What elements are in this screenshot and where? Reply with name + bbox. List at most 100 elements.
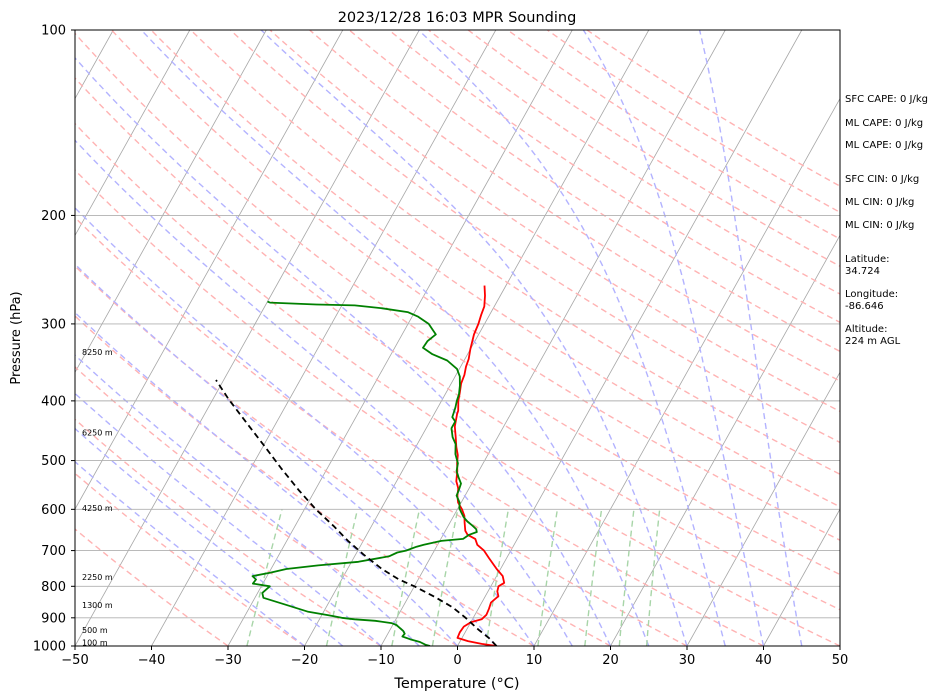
annotation-text: ML CIN: 0 J/kg <box>845 197 914 208</box>
parcel-line <box>215 379 498 646</box>
y-tick-label: 500 <box>41 454 66 469</box>
annotation-text: SFC CIN: 0 J/kg <box>845 174 919 185</box>
height-label: 2250 m <box>82 573 113 582</box>
annotation-text: -86.646 <box>845 301 884 312</box>
y-tick-label: 700 <box>41 544 66 559</box>
mixing-ratio-line <box>584 509 603 646</box>
annotation-text: Latitude: <box>845 254 890 265</box>
annotation-text: ML CAPE: 0 J/kg <box>845 140 923 151</box>
annotation-text: ML CIN: 0 J/kg <box>845 220 914 231</box>
x-axis-label: Temperature (°C) <box>393 676 519 692</box>
moist-adiabat-line <box>698 30 803 646</box>
moist-adiabat-line <box>582 30 765 646</box>
isotherm-line <box>686 371 840 646</box>
y-tick-label: 900 <box>41 611 66 626</box>
y-tick-label: 200 <box>41 209 66 224</box>
isotherm-line <box>75 30 267 374</box>
moist-adiabat-line <box>75 56 612 646</box>
y-tick-label: 100 <box>41 24 66 39</box>
height-label: 4250 m <box>82 504 113 513</box>
x-tick-label: −40 <box>138 653 165 668</box>
isotherm-line <box>227 30 573 646</box>
isotherm-line <box>533 97 840 646</box>
moist-adiabat-line <box>260 30 688 646</box>
plot-frame <box>74 29 841 647</box>
dry-adiabat-line <box>75 122 840 646</box>
isotherm-line <box>75 30 191 237</box>
y-tick-label: 800 <box>41 580 66 595</box>
isotherm-line <box>380 30 726 646</box>
height-label: 100 m <box>82 638 108 647</box>
height-labels: 100 m 500 m 1300 m 2250 m 4250 m 6250 m 8250 m <box>82 348 113 647</box>
background-lines <box>75 30 840 646</box>
x-tick-label: −50 <box>61 653 88 668</box>
mixing-ratio-line <box>391 509 421 646</box>
mixing-ratio-line <box>618 509 635 646</box>
isotherm-line <box>457 30 803 646</box>
moist-adiabat-line <box>75 311 459 646</box>
mixing-ratio-line <box>645 509 661 646</box>
dry-adiabat-line <box>75 366 458 646</box>
x-tick-label: 0 <box>453 653 461 668</box>
annotation-text: ML CAPE: 0 J/kg <box>845 118 923 129</box>
dry-adiabat-line <box>75 315 535 646</box>
isotherm-line <box>151 30 497 646</box>
dry-adiabat-line <box>75 77 840 611</box>
dry-adiabat-line <box>75 265 611 646</box>
y-tick-label: 400 <box>41 394 66 409</box>
dry-adiabat-line <box>75 528 229 646</box>
y-tick-label: 600 <box>41 503 66 518</box>
dry-adiabat-line <box>190 30 840 475</box>
series-layer <box>215 285 506 646</box>
x-tick-label: −10 <box>367 653 394 668</box>
dry-adiabat-line <box>309 30 840 382</box>
moist-adiabat-line <box>75 139 573 646</box>
x-tick-label: −20 <box>291 653 318 668</box>
height-label: 6250 m <box>82 428 113 437</box>
dry-adiabat-line <box>75 32 840 576</box>
annotation-text: Longitude: <box>845 289 898 300</box>
y-tick-label: 300 <box>41 317 66 332</box>
mixing-ratio-line <box>325 509 359 646</box>
moist-adiabat-line <box>75 206 535 646</box>
annotation-text: Altitude: <box>845 324 887 335</box>
temperature-line <box>453 285 506 646</box>
x-tick-label: 30 <box>679 653 696 668</box>
x-axis: −50 −40 −30 −20 −10 0 10 20 30 40 50 <box>61 646 848 668</box>
y-axis: 100 200 300 400 500 600 700 800 900 1000 <box>33 24 75 655</box>
dry-adiabat-line <box>110 30 840 541</box>
isotherm-line <box>610 234 840 646</box>
annotation-text: 34.724 <box>845 266 880 277</box>
dewpoint-line <box>251 300 478 646</box>
dry-adiabat-line <box>269 30 840 413</box>
isotherm-line <box>75 30 344 510</box>
x-tick-label: −30 <box>214 653 241 668</box>
mixing-ratio-line <box>431 509 459 646</box>
mixing-ratio-line <box>246 509 283 646</box>
height-label: 1300 m <box>82 601 113 610</box>
mixing-ratio-line <box>537 509 559 646</box>
isotherm-line <box>75 30 420 646</box>
moist-adiabat-line <box>75 392 382 646</box>
annotations: SFC CAPE: 0 J/kg ML CAPE: 0 J/kg ML CAPE: … <box>845 94 928 347</box>
dry-adiabat-line <box>586 30 840 187</box>
pressure-gridlines <box>75 29 840 647</box>
x-tick-label: 50 <box>832 653 849 668</box>
moist-adiabat-line <box>75 460 305 646</box>
x-tick-label: 40 <box>755 653 772 668</box>
annotation-text: 224 m AGL <box>845 336 901 347</box>
dry-adiabat-line <box>229 30 840 444</box>
x-tick-label: 10 <box>526 653 543 668</box>
y-tick-label: 1000 <box>33 640 66 655</box>
isotherm-line <box>763 508 840 646</box>
y-axis-label: Pressure (hPa) <box>9 291 24 384</box>
dry-adiabat-line <box>150 30 840 508</box>
height-label: 500 m <box>82 626 108 635</box>
moist-adiabat-line <box>418 30 726 646</box>
chart-title: 2023/12/28 16:03 MPR Sounding <box>338 10 577 26</box>
moist-adiabat-line <box>75 354 420 646</box>
dry-adiabat-line <box>75 418 382 646</box>
mixing-ratio-line <box>485 509 510 646</box>
dry-adiabat-line <box>75 216 688 646</box>
